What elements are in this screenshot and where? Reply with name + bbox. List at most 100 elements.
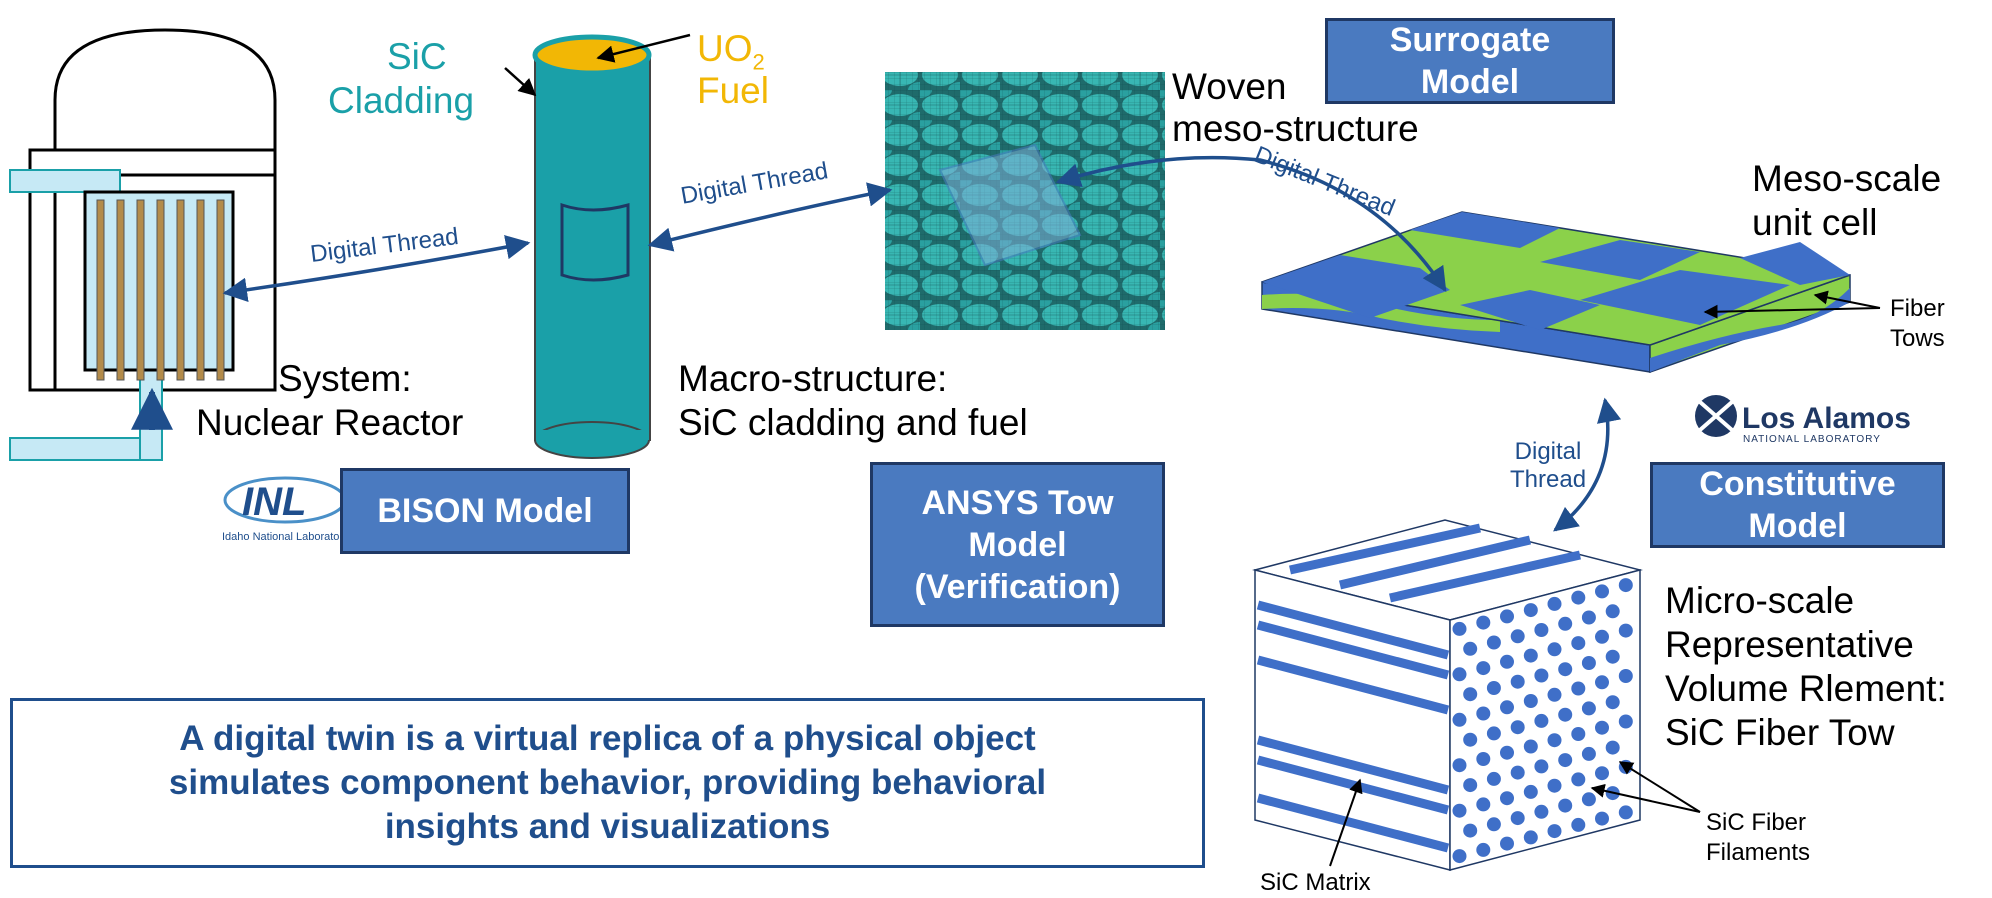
fiber-filament-dot [1500,654,1514,669]
fiber-filament-dot [1618,623,1633,638]
reactor-schematic [9,28,277,461]
fiber-filament-dot [1452,803,1467,818]
cladding-cylinder [504,33,691,459]
fiber-filament-dot [1595,766,1609,781]
fiber-filament-dot [1534,713,1549,728]
system-label-line1: System: [278,358,412,399]
fiber-filament-dot [1547,642,1562,657]
micro-label-line4: SiC Fiber Tow [1665,712,1895,753]
fiber-filament-dot [1605,695,1620,710]
fiber-filament-dot [1523,648,1538,663]
fiber-filament-dot [1618,669,1633,683]
fiber-filament-dot [1605,740,1620,755]
fiber-filament-dot [1523,830,1538,845]
fiber-filament-dot [1510,765,1525,780]
fiber-filament-dot [1523,784,1538,799]
fiber-filament-dot [1476,752,1491,766]
fiber-filament-dot [1605,649,1620,664]
fiber-filament-dot [1500,745,1514,760]
fiber-filament-dot [1486,681,1501,695]
sic-matrix-label: SiC Matrix [1260,869,1371,896]
fiber-filament-dot [1452,712,1467,727]
fiber-filament-dot [1452,667,1467,682]
fiber-filament-dot [1523,603,1538,618]
fiber-filament-dot [1534,804,1549,819]
inl-logo-name: Idaho National Laboratory [222,531,349,543]
note-line1: A digital twin is a virtual replica of a… [179,719,1036,758]
fiber-filament-dot [1571,681,1586,696]
constitutive-model-box: Constitutive Model [1650,462,1945,548]
fiber-filament-dot [1547,778,1562,793]
meso-label-line2: unit cell [1752,202,1878,243]
fiber-filament-dot [1500,836,1514,851]
fiber-filament-dot [1581,701,1596,716]
fiber-filament-dot [1476,615,1491,630]
digital-thread-label-micro-line2: Thread [1510,466,1587,493]
fiber-filament-dot [1595,675,1609,690]
fiber-filament-dot [1618,714,1633,729]
fiber-filament-dot [1595,584,1609,599]
digital-thread-arrow-meso [1055,155,1447,293]
ansys-label-line3: (Verification) [914,567,1121,606]
fiber-filament-dot [1534,623,1549,637]
fiber-filament-dot [1476,661,1491,676]
lanl-logo-name: Los Alamos [1742,402,1911,435]
fiber-filament-dot [1571,727,1586,741]
fiber-filament-dot [1581,792,1596,807]
fiber-filament-dot [1571,590,1586,605]
fiber-filament-dot [1558,707,1573,722]
fiber-filament-dot [1476,842,1491,857]
fiber-filament-dot [1452,621,1467,636]
fiber-filament-dot [1547,733,1562,748]
fiber-filament-dot [1463,823,1478,838]
fiber-filament-dot [1510,629,1525,644]
digital-thread-label-micro: Digital Thread [1510,438,1586,494]
constitutive-label-line2: Model [1748,507,1847,545]
fiber-filament-dot [1558,662,1573,677]
sic-cladding-label-line1: SiC [387,36,447,77]
sic-cladding-label-line2: Cladding [328,80,475,121]
fiber-filament-dot [1463,732,1478,747]
sic-filaments-label-line1: SiC Fiber [1706,809,1807,836]
digital-thread-arrow-reactor [222,235,531,302]
fiber-filament-dot [1476,797,1491,812]
micro-label-line2: Representative [1665,624,1914,665]
fiber-tows-label-line1: Fiber [1890,295,1945,322]
fiber-tows-label-line2: Tows [1890,325,1945,352]
digital-thread-label-micro-line1: Digital [1514,438,1582,465]
fiber-filament-dot [1571,772,1586,787]
fiber-filament-dot [1510,811,1525,826]
fiber-filament-dot [1571,636,1586,651]
fiber-filament-dot [1581,656,1596,670]
fiber-filament-dot [1558,798,1573,813]
inl-logo-mark: INL [242,480,306,524]
fiber-filament-dot [1534,759,1549,774]
note-line2: simulates component behavior, providing … [168,763,1047,802]
fiber-filament-dot [1476,706,1491,721]
lanl-logo-sub: NATIONAL LABORATORY [1743,434,1881,445]
woven-label-line1: Woven [1172,66,1287,107]
woven-label-line2: meso-structure [1172,108,1419,149]
fiber-filament-dot [1486,726,1501,741]
macro-label-line1: Macro-structure: [678,358,948,399]
fiber-filament-dot [1581,746,1596,761]
fiber-filament-dot [1618,578,1633,593]
fiber-filament-dot [1581,610,1596,625]
fiber-filament-dot [1547,687,1562,702]
ansys-label-line2: Model [968,525,1067,564]
fiber-filament-dot [1523,694,1538,708]
micro-label-line3: Volume Rlement: [1665,668,1947,709]
woven-meso-structure-image [885,72,1165,330]
fiber-filament-dot [1486,635,1501,650]
surrogate-label-line2: Model [1420,63,1520,101]
fiber-filament-dot [1547,824,1562,839]
fiber-filament-dot [1463,641,1478,656]
ansys-tow-model-box: ANSYS Tow Model (Verification) [870,462,1165,627]
micro-rve-cube [1252,519,1701,871]
fiber-filament-dot [1595,720,1609,735]
uo2-label: UO2 [697,28,765,75]
fiber-filament-dot [1595,629,1609,644]
surrogate-model-box: Surrogate Model [1325,18,1615,104]
lanl-logo: Los Alamos NATIONAL LABORATORY [1695,395,1911,445]
